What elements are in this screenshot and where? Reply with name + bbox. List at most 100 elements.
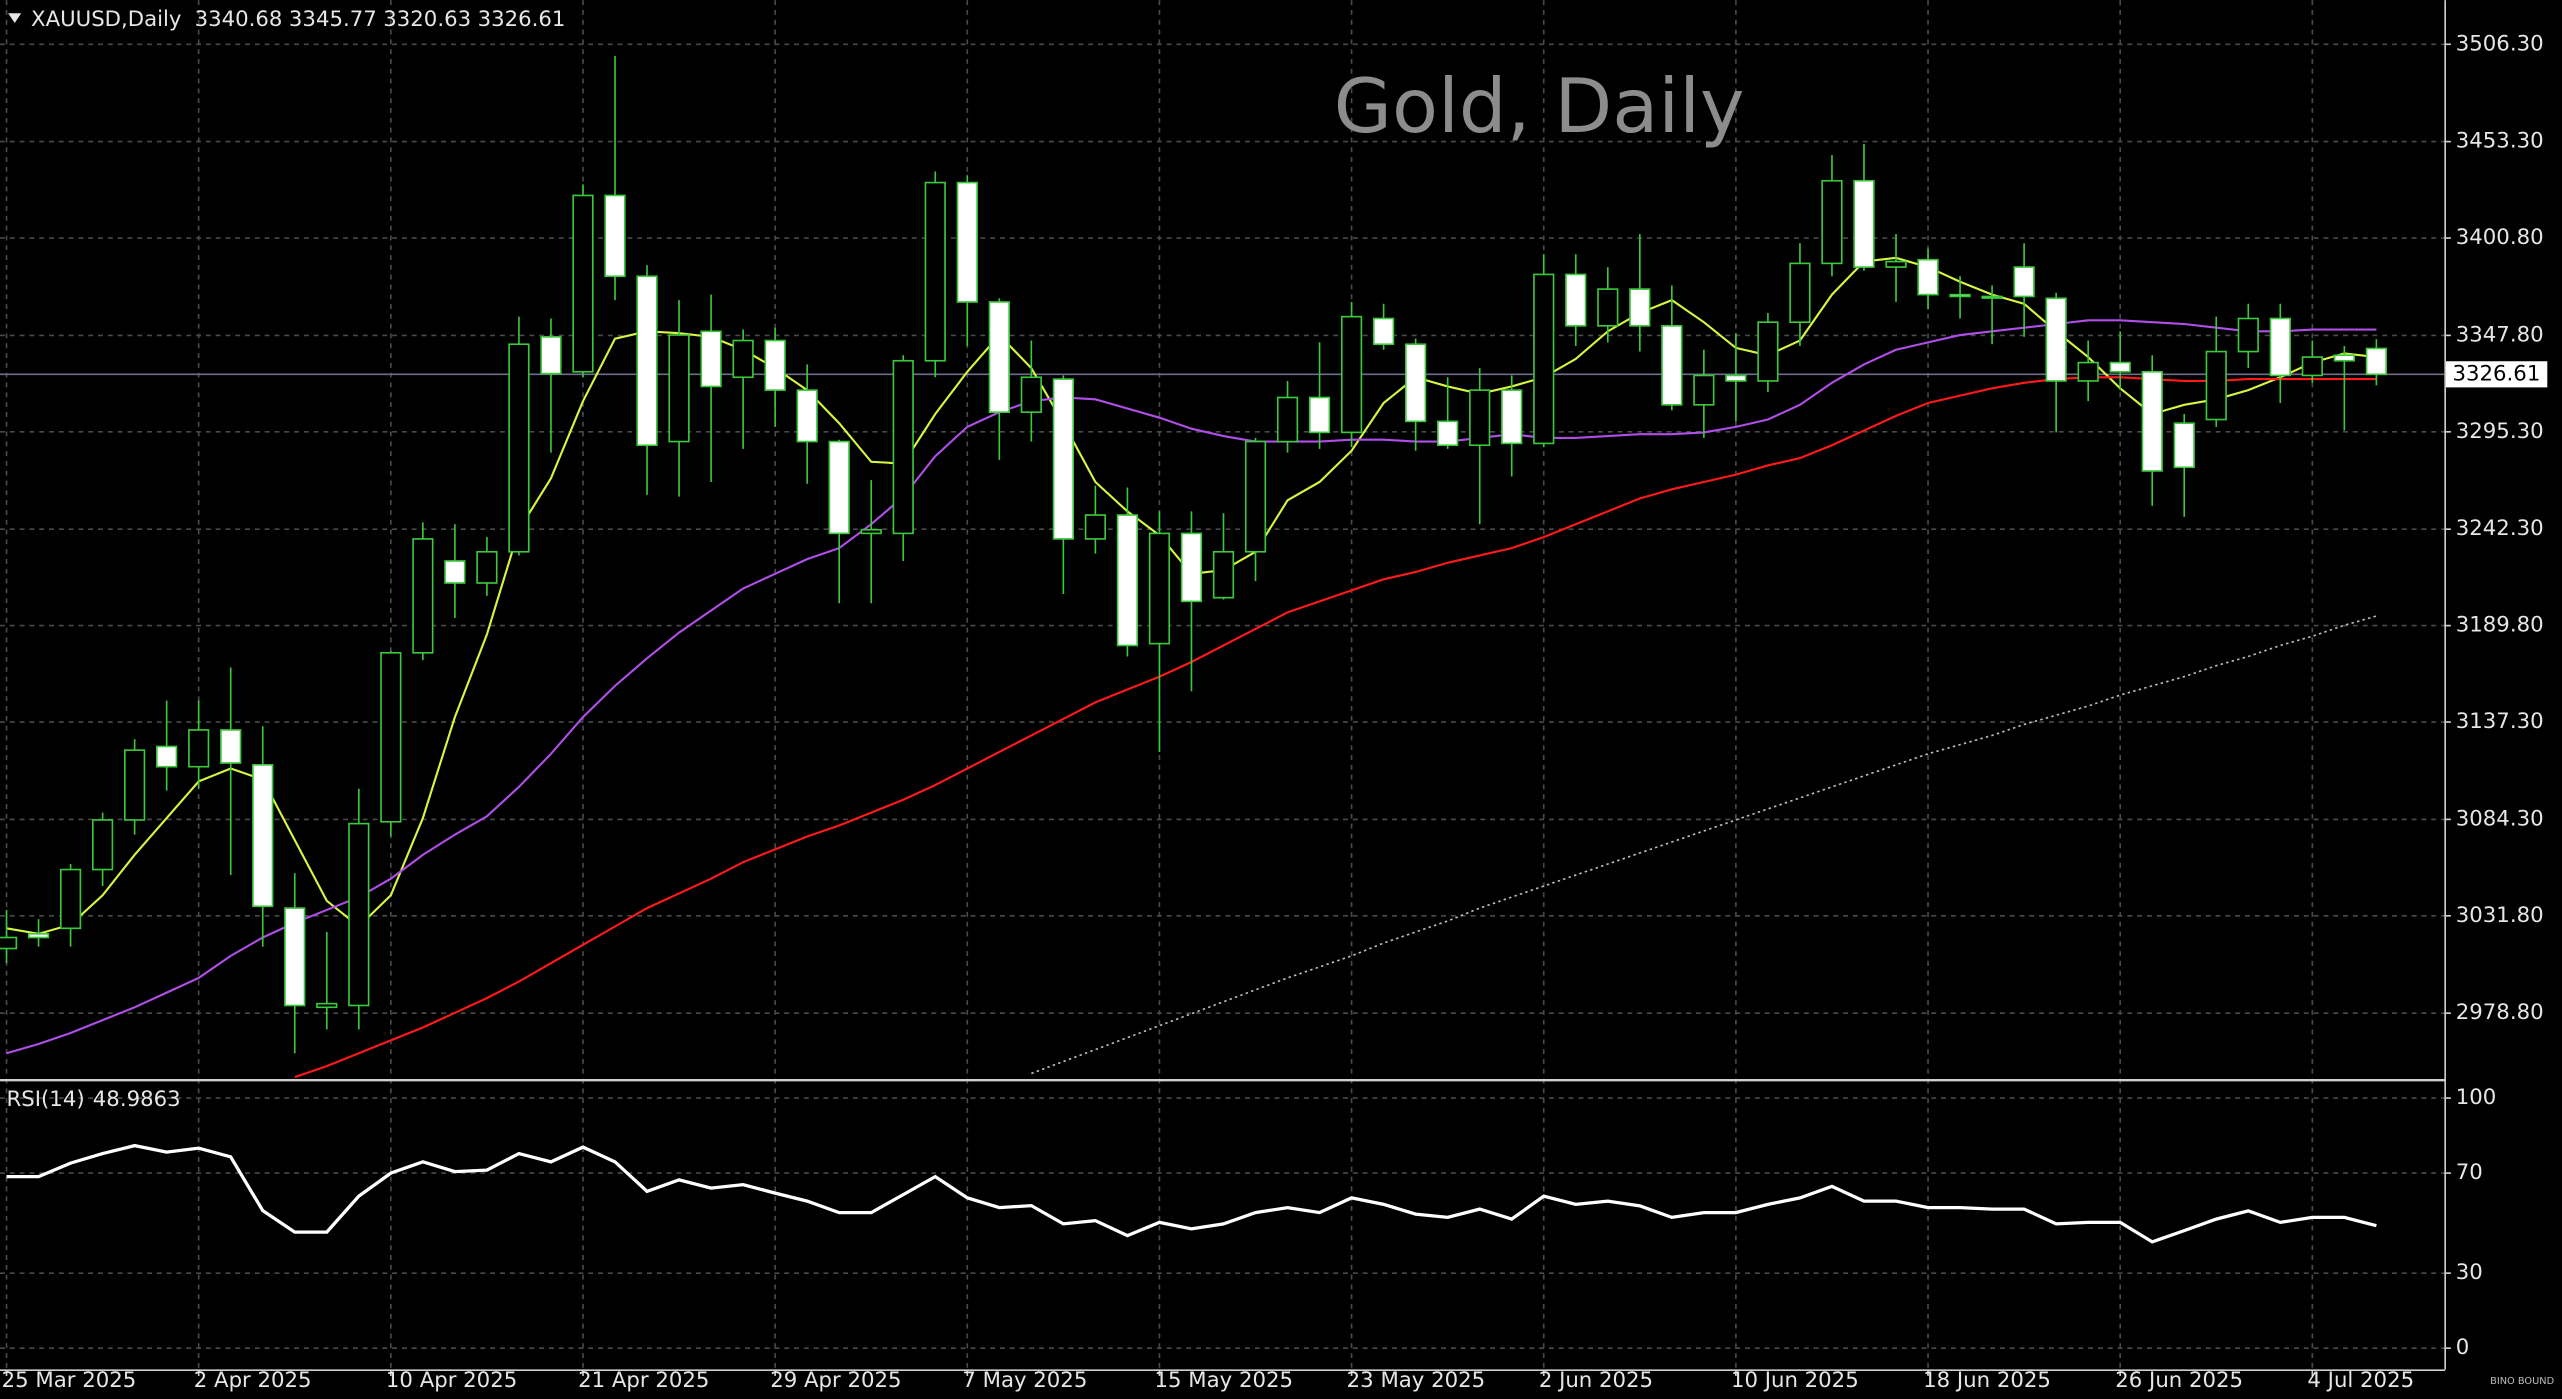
candle-body (1052, 378, 1074, 540)
x-tick-label: 26 Jun 2025 (2115, 1368, 2243, 1393)
y-tick-label: 3506.30 (2456, 31, 2544, 56)
candle-body (1661, 325, 1683, 406)
x-tick-label: 10 Apr 2025 (386, 1368, 517, 1393)
candle-body (316, 1002, 338, 1009)
candle-body (2077, 361, 2099, 382)
candle-body (1372, 317, 1395, 346)
candle-body (1180, 532, 1203, 603)
candle-body (1757, 321, 1779, 382)
moving-average-line (6, 319, 2377, 1055)
rsi-tick-label: 70 (2456, 1160, 2483, 1185)
candle-body (2237, 317, 2259, 353)
open-value: 3340.68 (195, 7, 283, 32)
candle-body (1821, 179, 1843, 265)
candle-body (508, 343, 530, 553)
x-tick-label: 10 Jun 2025 (1731, 1368, 1859, 1393)
candle-body (476, 550, 498, 584)
candle-body (1949, 293, 1971, 298)
candle-body (2013, 266, 2035, 298)
rsi-value: 48.9863 (93, 1087, 181, 1112)
candle-body (1212, 550, 1235, 599)
candle-body (828, 440, 850, 535)
x-tick-label: 21 Apr 2025 (578, 1368, 709, 1393)
candle-body (1020, 376, 1042, 413)
candle-body (2365, 347, 2388, 376)
candle-body (380, 651, 402, 823)
low-value: 3320.63 (383, 7, 471, 32)
y-tick-label: 3400.80 (2456, 225, 2544, 250)
rsi-tick-label: 100 (2456, 1085, 2497, 1110)
candle-body (540, 336, 562, 375)
candle-body (27, 933, 50, 939)
candle-body (1885, 260, 1907, 268)
moving-average-line (1031, 615, 2377, 1075)
rsi-tick-label: 30 (2456, 1260, 2483, 1285)
candle-body (1693, 374, 1715, 406)
candle-body (252, 764, 274, 908)
candle-body (59, 868, 82, 930)
candle-body (1789, 262, 1811, 323)
candle-body (1469, 389, 1491, 447)
candle-body (636, 275, 658, 447)
symbol: XAUUSD,Daily (31, 7, 181, 32)
y-tick-label: 3295.30 (2456, 419, 2544, 444)
candle-body (860, 528, 882, 535)
candle-body (2205, 350, 2227, 421)
candle-body (1853, 179, 1875, 268)
candle-body (796, 389, 818, 443)
rsi-panel (6, 1143, 2377, 1244)
rsi-line (6, 1143, 2377, 1244)
candle-body (2333, 354, 2355, 362)
candle-body (604, 194, 626, 278)
candle-body (444, 560, 466, 584)
candle-body (2173, 422, 2195, 469)
candle-body (1340, 315, 1363, 434)
candle-body (1565, 273, 1587, 327)
x-tick-label: 7 May 2025 (962, 1368, 1087, 1393)
x-tick-label: 29 Apr 2025 (770, 1368, 901, 1393)
candle-body (284, 907, 306, 1007)
candle-body (892, 359, 914, 535)
candle-body (1276, 396, 1299, 443)
rsi-header: RSI(14) 48.9863 (7, 1087, 181, 1112)
rsi-label: RSI(14) (7, 1087, 85, 1112)
candle-body (220, 729, 242, 764)
candle-body (1981, 295, 2003, 299)
y-tick-label: 3137.30 (2456, 709, 2544, 734)
y-tick-label: 3347.80 (2456, 322, 2544, 347)
x-tick-label: 2 Jun 2025 (1539, 1368, 1653, 1393)
candle-body (956, 181, 978, 303)
x-tick-label: 18 Jun 2025 (1923, 1368, 2051, 1393)
candle-body (188, 729, 210, 768)
candle-body (764, 339, 786, 391)
candle-body (1405, 343, 1427, 423)
menu-triangle[interactable] (8, 13, 22, 24)
candle-body (1308, 396, 1331, 434)
candle-body (2109, 361, 2131, 373)
candle-body (1725, 374, 1747, 382)
candle-body (1084, 514, 1107, 540)
close-value: 3326.61 (478, 7, 566, 32)
candle-body (700, 330, 722, 388)
axis-layer: 3506.30 3453.30 3400.80 3347.80 3295.30 3242.… (2, 31, 2548, 1393)
candle-body (348, 822, 370, 1007)
chart-title: Gold, Daily (1334, 62, 1745, 150)
candle-body (2045, 297, 2067, 382)
candle-body (2269, 317, 2291, 377)
chart-header: XAUUSD,Daily 3340.68 3345.77 3320.63 3326.61 (31, 7, 565, 32)
candle-body (2301, 356, 2323, 377)
price-label-box (2445, 361, 2548, 388)
candle-body (156, 745, 178, 768)
y-tick-label: 3242.30 (2456, 516, 2544, 541)
candle-body (91, 819, 114, 871)
y-tick-label: 2978.80 (2456, 1000, 2544, 1025)
candle-body (1597, 288, 1619, 327)
y-tick-label: 3084.30 (2456, 806, 2544, 831)
watermark: BINO BOUND (2490, 1376, 2554, 1387)
x-tick-label: 23 May 2025 (1347, 1368, 1485, 1393)
candle-body (2141, 370, 2163, 472)
x-tick-label: 15 May 2025 (1155, 1368, 1293, 1393)
candle-body (572, 194, 594, 373)
